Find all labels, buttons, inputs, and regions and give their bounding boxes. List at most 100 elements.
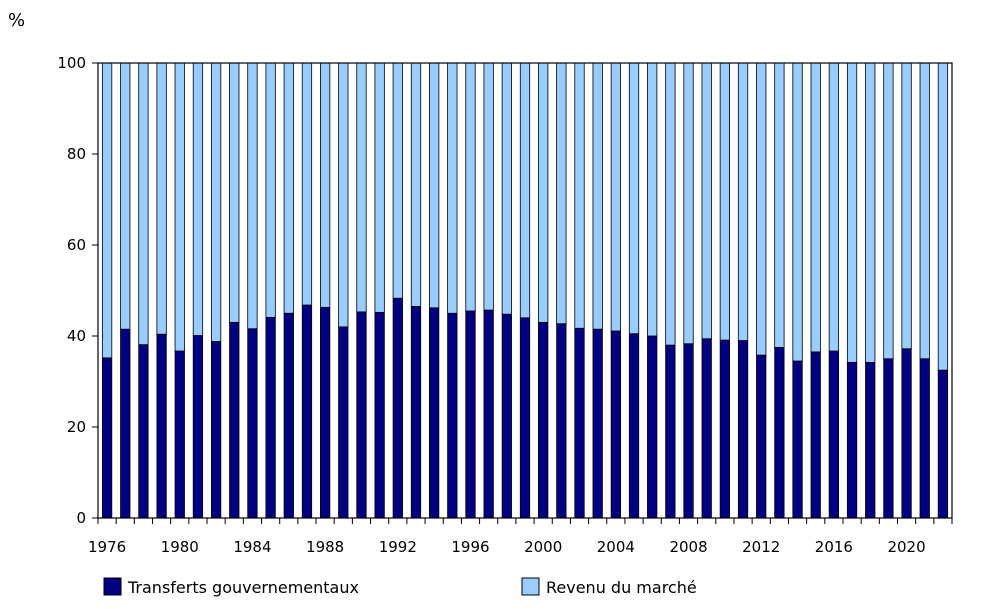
bar-transferts-1976 bbox=[101, 357, 113, 519]
bar-revenu-2018 bbox=[865, 62, 876, 363]
bar-transferts-1992 bbox=[392, 297, 403, 519]
bar-revenu-1990 bbox=[356, 62, 367, 313]
x-tick-label: 1988 bbox=[306, 538, 344, 556]
bar-revenu-1991 bbox=[374, 62, 385, 313]
y-tick-label: 100 bbox=[57, 54, 86, 72]
bar-revenu-2013 bbox=[774, 62, 785, 348]
bar-revenu-1987 bbox=[301, 62, 313, 306]
bar-revenu-2010 bbox=[719, 62, 730, 341]
bar-revenu-1998 bbox=[501, 62, 512, 315]
bar-revenu-1982 bbox=[210, 62, 222, 342]
x-tick-label: 2008 bbox=[669, 538, 707, 556]
bar-transferts-2009 bbox=[701, 338, 712, 519]
bar-revenu-2014 bbox=[792, 62, 803, 362]
bar-revenu-2007 bbox=[665, 62, 676, 346]
bar-revenu-2005 bbox=[628, 62, 640, 335]
y-axis-ticks: 0 20 40 60 80 100 bbox=[57, 54, 98, 527]
bar-transferts-2018 bbox=[865, 361, 876, 519]
bar-transferts-1989 bbox=[338, 326, 349, 519]
bar-revenu-2015 bbox=[810, 62, 821, 353]
x-tick-label: 1992 bbox=[379, 538, 417, 556]
bar-transferts-2004 bbox=[610, 330, 621, 519]
bar-transferts-1987 bbox=[301, 304, 313, 519]
bar-revenu-2011 bbox=[737, 62, 749, 341]
bar-transferts-1985 bbox=[265, 316, 276, 519]
x-axis-ticks: 1976 1980 1984 1988 1992 1996 2000 2004 2008 2012… bbox=[88, 518, 953, 556]
bar-revenu-1988 bbox=[320, 62, 331, 308]
bar-transferts-2013 bbox=[774, 346, 785, 519]
legend-swatch-revenu bbox=[521, 577, 540, 596]
bar-revenu-1999 bbox=[519, 62, 531, 319]
legend-label-revenu: Revenu du marché bbox=[546, 578, 697, 597]
bar-transferts-2021 bbox=[919, 358, 930, 519]
bar-revenu-2003 bbox=[592, 62, 603, 330]
x-tick-label: 2004 bbox=[597, 538, 635, 556]
bar-transferts-2022 bbox=[937, 369, 949, 519]
bar-transferts-1991 bbox=[374, 311, 385, 519]
bar-transferts-2020 bbox=[901, 348, 912, 519]
bar-transferts-2001 bbox=[556, 323, 567, 519]
bar-revenu-1992 bbox=[392, 62, 403, 299]
bar-revenu-1976 bbox=[101, 62, 113, 359]
bar-revenu-2022 bbox=[937, 62, 949, 371]
x-tick-label: 2000 bbox=[524, 538, 562, 556]
bar-transferts-1996 bbox=[465, 310, 476, 519]
bar-transferts-2016 bbox=[828, 350, 840, 519]
bar-revenu-2008 bbox=[683, 62, 694, 345]
bar-revenu-2020 bbox=[901, 62, 912, 350]
bar-revenu-2016 bbox=[828, 62, 840, 352]
bar-transferts-2003 bbox=[592, 328, 603, 519]
bar-transferts-2019 bbox=[883, 358, 894, 519]
x-tick-label: 2016 bbox=[815, 538, 853, 556]
x-tick-label: 1984 bbox=[233, 538, 271, 556]
bar-revenu-1977 bbox=[120, 62, 131, 330]
bar-revenu-1980 bbox=[174, 62, 185, 352]
bar-revenu-1979 bbox=[156, 62, 167, 335]
bar-transferts-1995 bbox=[447, 312, 458, 519]
bar-revenu-2012 bbox=[756, 62, 767, 356]
y-tick-label: 20 bbox=[67, 418, 86, 436]
bar-transferts-2012 bbox=[756, 354, 767, 519]
bar-transferts-1993 bbox=[410, 306, 422, 519]
y-axis-unit-label: % bbox=[8, 10, 25, 31]
bar-revenu-2021 bbox=[919, 62, 930, 360]
bar-transferts-1981 bbox=[192, 335, 204, 519]
bars-group bbox=[101, 62, 949, 519]
bar-transferts-1979 bbox=[156, 333, 167, 519]
bar-transferts-2011 bbox=[737, 340, 749, 519]
bar-revenu-1978 bbox=[138, 62, 149, 346]
bar-transferts-2000 bbox=[538, 321, 549, 519]
legend-swatch-transferts bbox=[103, 577, 122, 596]
bar-transferts-1983 bbox=[229, 321, 240, 519]
bar-transferts-2014 bbox=[792, 360, 803, 519]
bar-transferts-1997 bbox=[483, 309, 494, 519]
bar-transferts-2002 bbox=[574, 327, 585, 519]
bar-revenu-2019 bbox=[883, 62, 894, 360]
bar-revenu-2004 bbox=[610, 62, 621, 332]
bar-transferts-2005 bbox=[628, 333, 640, 519]
bar-transferts-2007 bbox=[665, 344, 676, 519]
bar-transferts-1994 bbox=[429, 307, 440, 519]
bar-revenu-2009 bbox=[701, 62, 712, 340]
bar-revenu-2006 bbox=[647, 62, 658, 337]
bar-transferts-2008 bbox=[683, 343, 694, 519]
legend-label-transferts: Transferts gouvernementaux bbox=[127, 578, 359, 597]
bar-revenu-1996 bbox=[465, 62, 476, 312]
bar-revenu-1984 bbox=[247, 62, 258, 330]
bar-revenu-1983 bbox=[229, 62, 240, 323]
bar-transferts-1990 bbox=[356, 311, 367, 519]
bar-revenu-2000 bbox=[538, 62, 549, 323]
bar-revenu-1981 bbox=[192, 62, 204, 336]
bar-transferts-1999 bbox=[519, 317, 531, 519]
plot-area-frame bbox=[97, 62, 953, 519]
y-tick-label: 80 bbox=[67, 145, 86, 163]
bar-transferts-1982 bbox=[210, 341, 222, 519]
x-tick-label: 1980 bbox=[161, 538, 199, 556]
bar-transferts-2017 bbox=[846, 361, 858, 519]
bar-transferts-1980 bbox=[174, 350, 185, 519]
bar-revenu-2001 bbox=[556, 62, 567, 325]
x-tick-label: 2012 bbox=[742, 538, 780, 556]
bar-revenu-2017 bbox=[846, 62, 858, 363]
bar-revenu-1986 bbox=[283, 62, 294, 314]
